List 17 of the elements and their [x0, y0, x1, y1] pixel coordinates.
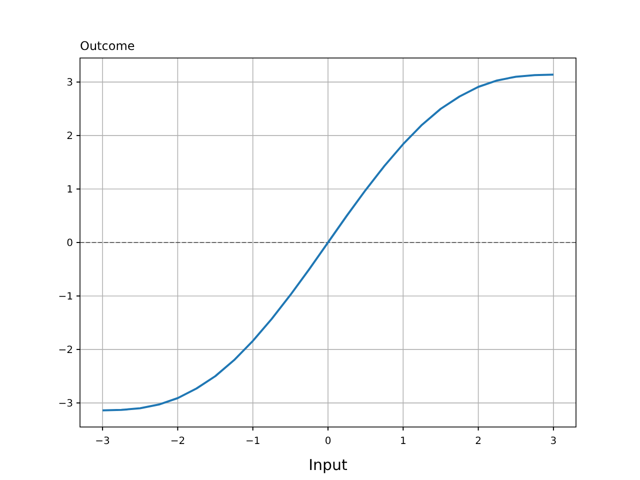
chart-title: Outcome [80, 39, 135, 53]
y-tick-label: 0 [66, 238, 73, 249]
y-tick-label: −2 [58, 344, 73, 356]
x-tick-label: −3 [95, 436, 110, 447]
x-tick-label: 2 [475, 436, 482, 447]
y-tick-label: −1 [58, 291, 73, 302]
y-tick-label: 3 [66, 78, 73, 89]
x-axis-title: Input [308, 456, 348, 474]
line-series [102, 74, 554, 412]
x-tick-label: 3 [550, 436, 557, 447]
y-tick-label: 2 [66, 131, 73, 142]
y-tick-label: −3 [58, 398, 73, 410]
y-tick-label: 1 [66, 184, 73, 196]
x-tick-label: 1 [400, 436, 406, 447]
x-tick-label: −1 [245, 436, 260, 447]
x-tick-label: −2 [170, 436, 186, 447]
x-tick-label: 0 [324, 436, 332, 447]
